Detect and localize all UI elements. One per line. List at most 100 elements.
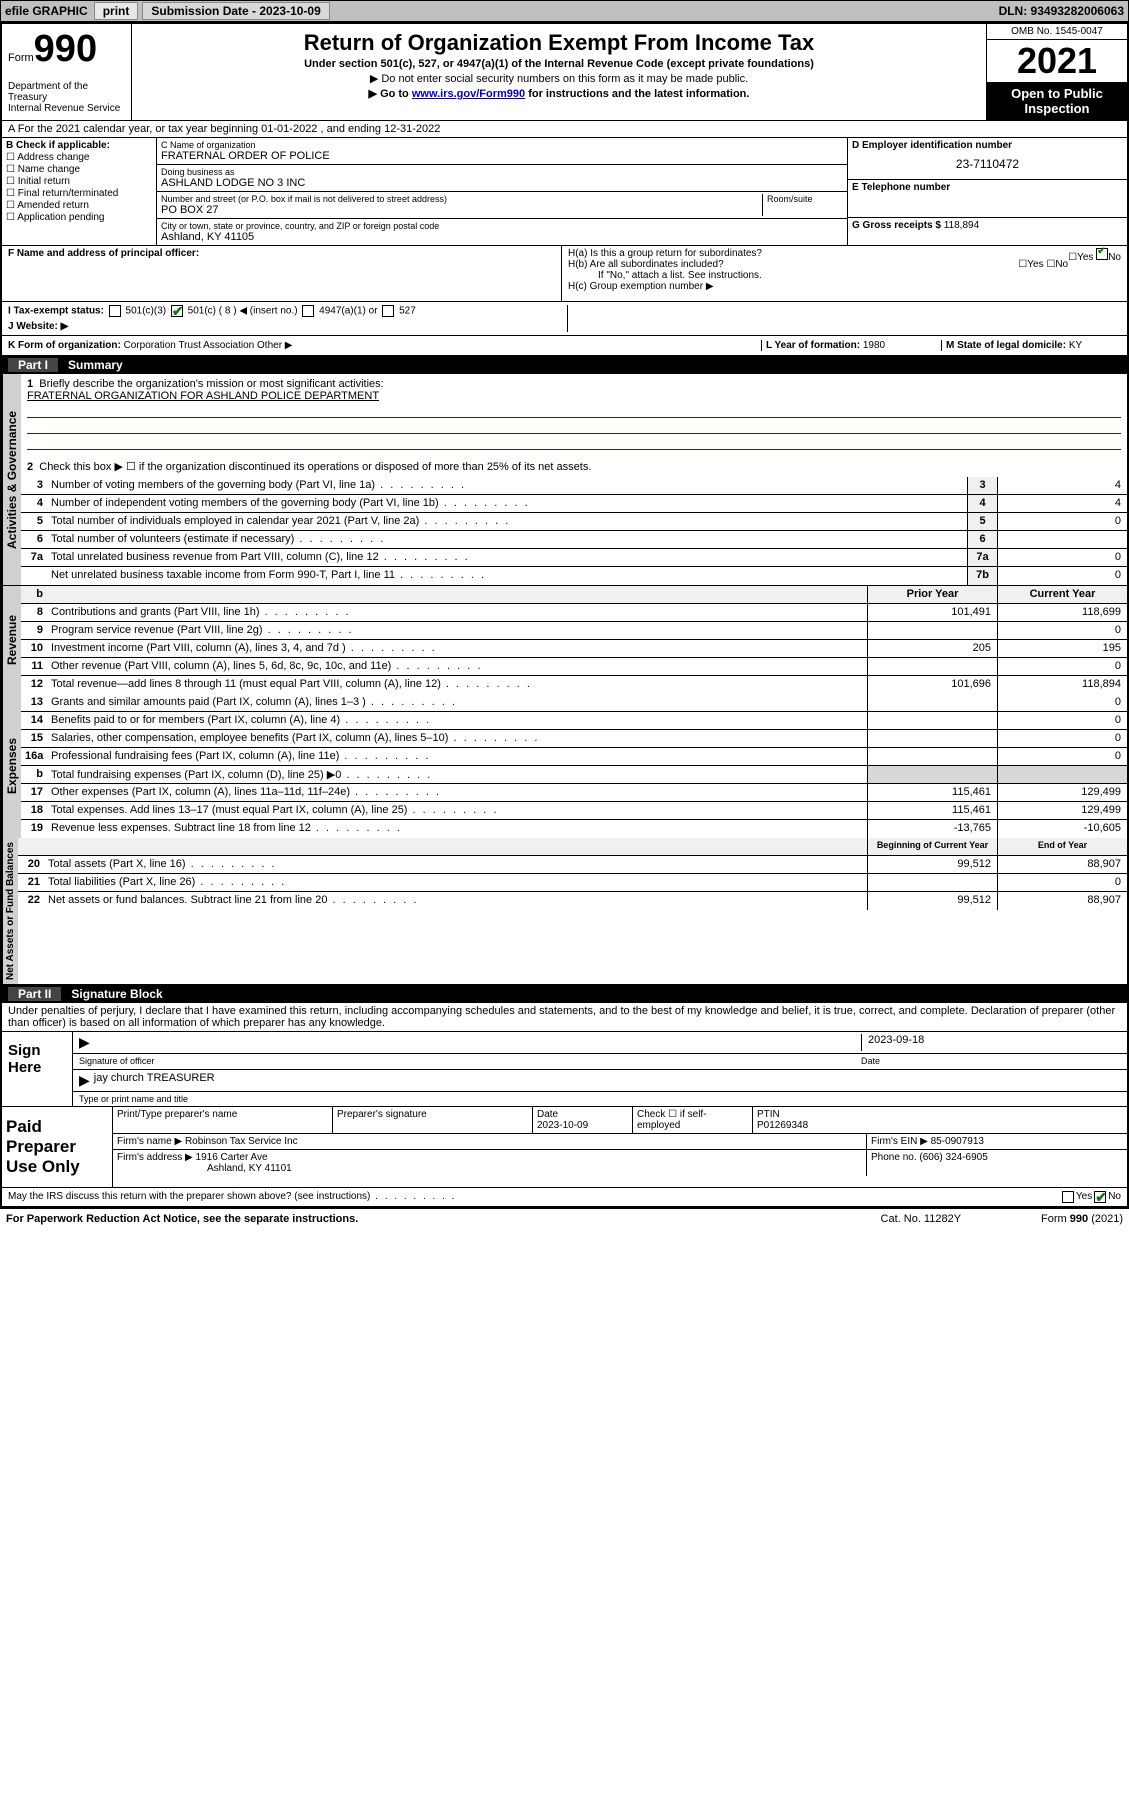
hb: H(b) Are all subordinates included? ☐Yes… (568, 259, 1121, 270)
chk-527[interactable] (382, 305, 394, 317)
omb-label: OMB No. 1545-0047 (987, 24, 1127, 40)
hdr-prior: Prior Year (867, 586, 997, 603)
hc: H(c) Group exemption number ▶ (568, 281, 1121, 292)
form-header: Form990 Department of the Treasury Inter… (2, 24, 1127, 121)
hdr-curr: Current Year (997, 586, 1127, 603)
gov-line: 7aTotal unrelated business revenue from … (21, 549, 1127, 567)
note-ssn: ▶ Do not enter social security numbers o… (138, 72, 980, 85)
note2-post: for instructions and the latest informat… (525, 88, 749, 100)
gov-line: 5Total number of individuals employed in… (21, 513, 1127, 531)
paid-row-hdr: Print/Type preparer's name Preparer's si… (113, 1107, 1127, 1134)
part2-header: Part II Signature Block (2, 985, 1127, 1003)
data-line: 16aProfessional fundraising fees (Part I… (21, 748, 1127, 766)
data-line: 15Salaries, other compensation, employee… (21, 730, 1127, 748)
m-state: M State of legal domicile: KY (941, 340, 1121, 351)
may-q: May the IRS discuss this return with the… (8, 1191, 1060, 1203)
chk-pending[interactable]: ☐ Application pending (6, 212, 152, 223)
c-addr: Number and street (or P.O. box if mail i… (157, 192, 847, 219)
line-a: A For the 2021 calendar year, or tax yea… (2, 121, 1127, 138)
sig-name-lab: Type or print name and title (73, 1092, 1127, 1106)
form-outer: Form990 Department of the Treasury Inter… (0, 22, 1129, 1208)
col-d: D Employer identification number 23-7110… (847, 138, 1127, 245)
form-title: Return of Organization Exempt From Incom… (138, 30, 980, 56)
paid-h-ptin: PTINP01269348 (753, 1107, 1127, 1133)
c-city: City or town, state or province, country… (157, 219, 847, 245)
side-net: Net Assets or Fund Balances (2, 838, 18, 984)
data-line: 10Investment income (Part VIII, column (… (21, 640, 1127, 658)
chk-final-return[interactable]: ☐ Final return/terminated (6, 188, 152, 199)
ha: H(a) Is this a group return for subordin… (568, 248, 1121, 259)
data-line: 22Net assets or fund balances. Subtract … (18, 892, 1127, 910)
c-city-lab: City or town, state or province, country… (161, 221, 843, 231)
efile-label: efile GRAPHIC (5, 4, 88, 18)
print-button[interactable]: print (94, 2, 139, 20)
hdr-b: b (21, 586, 47, 603)
footer-form: Form 990 (2021) (1041, 1213, 1123, 1225)
sign-here-block: Sign Here ▶ 2023-09-18 Signature of offi… (2, 1031, 1127, 1106)
note-link: ▶ Go to www.irs.gov/Form990 for instruct… (138, 87, 980, 100)
arrow-icon: ▶ (79, 1034, 90, 1051)
hdr-begin: Beginning of Current Year (867, 838, 997, 855)
topbar: efile GRAPHIC print Submission Date - 20… (0, 0, 1129, 22)
l-year: L Year of formation: 1980 (761, 340, 941, 351)
d-ein: D Employer identification number 23-7110… (848, 138, 1127, 180)
part1-header: Part I Summary (2, 356, 1127, 374)
c-city-val: Ashland, KY 41105 (161, 231, 843, 243)
sign-here-label: Sign Here (2, 1032, 72, 1106)
chk-initial-return[interactable]: ☐ Initial return (6, 176, 152, 187)
d-lab: D Employer identification number (852, 140, 1012, 151)
form-id-block: Form990 Department of the Treasury Inter… (2, 24, 132, 120)
part1-title: Summary (58, 358, 133, 372)
chk-name-change[interactable]: ☐ Name change (6, 164, 152, 175)
header-grid: B Check if applicable: ☐ Address change … (2, 138, 1127, 246)
paid-preparer-block: Paid Preparer Use Only Print/Type prepar… (2, 1106, 1127, 1187)
section-governance: Activities & Governance 1 Briefly descri… (2, 374, 1127, 586)
may-no[interactable] (1094, 1191, 1106, 1203)
sig-officer-line: ▶ 2023-09-18 (73, 1032, 1127, 1054)
data-line: 18Total expenses. Add lines 13–17 (must … (21, 802, 1127, 820)
sig-name-line: ▶ jay church TREASURER (73, 1070, 1127, 1092)
chk-501c3[interactable] (109, 305, 121, 317)
q1: 1 Briefly describe the organization's mi… (21, 374, 1127, 456)
form-prefix: Form (8, 52, 34, 64)
irs-link[interactable]: www.irs.gov/Form990 (412, 88, 525, 100)
paid-h-sig: Preparer's signature (333, 1107, 533, 1133)
ha-no-check[interactable]: ✔ (1096, 248, 1108, 260)
side-governance: Activities & Governance (2, 374, 21, 585)
gov-line: 6Total number of volunteers (estimate if… (21, 531, 1127, 549)
b-label: B Check if applicable: (6, 140, 110, 151)
col-b: B Check if applicable: ☐ Address change … (2, 138, 157, 245)
may-yes[interactable] (1062, 1191, 1074, 1203)
title-block: Return of Organization Exempt From Incom… (132, 24, 987, 120)
f-officer: F Name and address of principal officer: (2, 246, 562, 301)
paid-label: Paid Preparer Use Only (2, 1107, 112, 1187)
data-line: 17Other expenses (Part IX, column (A), l… (21, 784, 1127, 802)
chk-501c[interactable] (171, 305, 183, 317)
c-dba-val: ASHLAND LODGE NO 3 INC (161, 177, 843, 189)
paid-h-date: Date2023-10-09 (533, 1107, 633, 1133)
dln-label: DLN: 93493282006063 (999, 4, 1124, 18)
section-revenue: Revenue b Prior Year Current Year 8Contr… (2, 586, 1127, 694)
h-block: H(a) Is this a group return for subordin… (562, 246, 1127, 301)
g-val: 118,894 (944, 220, 979, 231)
c-addr-val: PO BOX 27 (161, 204, 758, 216)
net-col-headers: Beginning of Current Year End of Year (18, 838, 1127, 856)
chk-4947[interactable] (302, 305, 314, 317)
section-expenses: Expenses 13Grants and similar amounts pa… (2, 694, 1127, 838)
paid-h-chk: Check ☐ if self-employed (633, 1107, 753, 1133)
perjury-text: Under penalties of perjury, I declare th… (2, 1003, 1127, 1031)
d-val: 23-7110472 (852, 157, 1123, 171)
data-line: 19Revenue less expenses. Subtract line 1… (21, 820, 1127, 838)
sig-name-val: jay church TREASURER (94, 1072, 215, 1089)
c-addr-lab: Number and street (or P.O. box if mail i… (161, 194, 758, 204)
chk-amended[interactable]: ☐ Amended return (6, 200, 152, 211)
hb-note: If "No," attach a list. See instructions… (568, 270, 1121, 281)
may-irs-line: May the IRS discuss this return with the… (2, 1187, 1127, 1206)
g-gross: G Gross receipts $ 118,894 (848, 218, 1127, 233)
paid-row-firm: Firm's name ▶ Robinson Tax Service Inc F… (113, 1134, 1127, 1150)
q2: 2 Check this box ▶ ☐ if the organization… (21, 456, 1127, 477)
e-lab: E Telephone number (852, 182, 950, 193)
open-public: Open to Public Inspection (987, 82, 1127, 120)
i-label: I Tax-exempt status: (8, 306, 104, 317)
chk-address-change[interactable]: ☐ Address change (6, 152, 152, 163)
